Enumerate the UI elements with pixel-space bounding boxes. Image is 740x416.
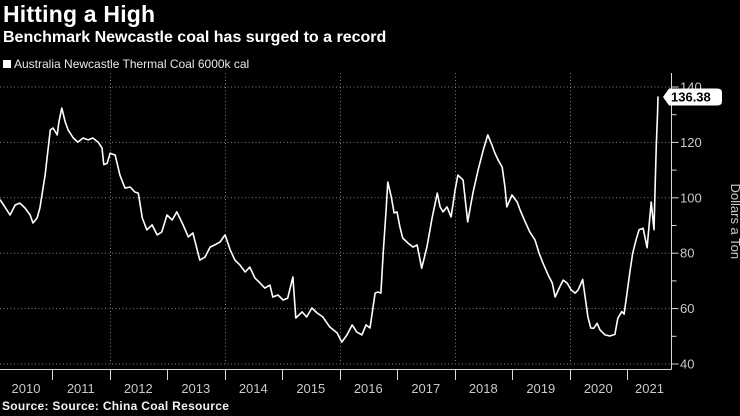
x-year-label: 2018 xyxy=(469,381,498,396)
chart-subtitle: Benchmark Newcastle coal has surged to a… xyxy=(3,29,387,46)
x-year-label: 2013 xyxy=(181,381,210,396)
x-year-label: 2015 xyxy=(296,381,325,396)
x-year-label: 2019 xyxy=(526,381,555,396)
last-price-badge: 136.38 xyxy=(663,88,722,106)
source-credit: Source: Source: China Coal Resource xyxy=(2,399,230,413)
x-year-label: 2014 xyxy=(239,381,268,396)
last-price-value: 136.38 xyxy=(671,90,711,105)
x-year-label: 2020 xyxy=(584,381,613,396)
x-year-label: 2017 xyxy=(411,381,440,396)
y-tick-label: 40 xyxy=(680,357,694,372)
legend: Australia Newcastle Thermal Coal 6000k c… xyxy=(3,57,249,71)
legend-label: Australia Newcastle Thermal Coal 6000k c… xyxy=(14,57,250,71)
x-axis-ticks: 2010 2011 2012 2013 2014 2015 2016 2017 2018 2019… xyxy=(12,369,664,396)
x-year-label: 2012 xyxy=(124,381,153,396)
y-tick-label: 120 xyxy=(680,135,702,150)
y-axis-title: Dollars a Ton xyxy=(728,183,740,259)
x-year-label: 2010 xyxy=(12,381,41,396)
y-tick-label: 80 xyxy=(680,246,694,261)
x-year-label: 2011 xyxy=(67,381,95,396)
chart-title: Hitting a High xyxy=(3,1,156,27)
x-year-label: 2021 xyxy=(635,381,664,396)
x-year-label: 2016 xyxy=(354,381,383,396)
vertical-gridlines xyxy=(110,73,571,364)
y-tick-label: 60 xyxy=(680,301,694,316)
axes xyxy=(0,73,672,370)
legend-swatch-icon xyxy=(3,60,11,68)
price-line xyxy=(0,96,659,343)
y-tick-label: 100 xyxy=(680,190,702,205)
